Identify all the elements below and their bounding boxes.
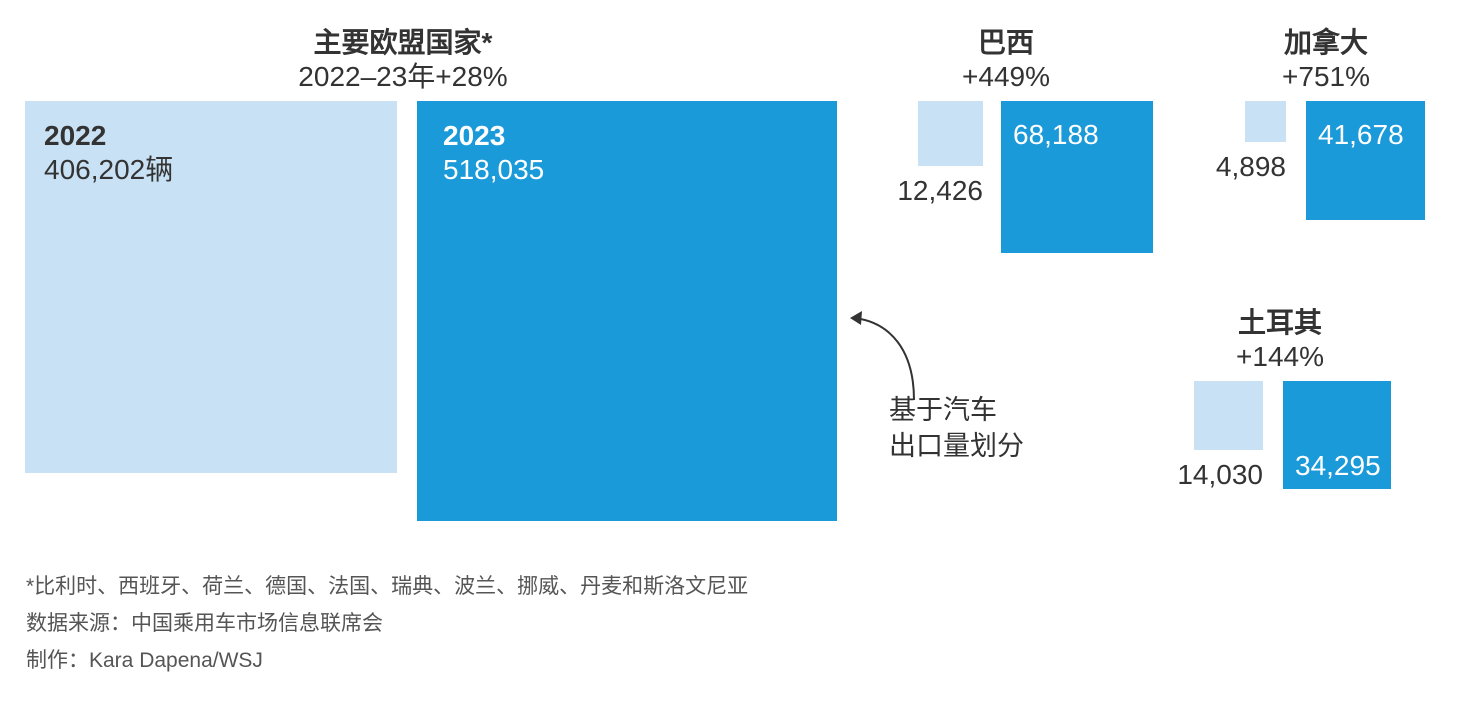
square-2023 bbox=[417, 101, 837, 521]
group-header: 加拿大 +751% bbox=[1126, 26, 1474, 94]
group-change: 2022–23年+28% bbox=[298, 61, 508, 92]
group-change: +751% bbox=[1282, 61, 1370, 92]
credit: 制作：Kara Dapena/WSJ bbox=[26, 649, 263, 672]
value-label-2022: 4,898 bbox=[1215, 151, 1286, 182]
group-header: 土耳其 +144% bbox=[1080, 306, 1474, 374]
value-label-2023: 34,295 bbox=[1295, 450, 1381, 481]
group-name: 主要欧盟国家* bbox=[313, 27, 493, 58]
value-label-2023: 68,188 bbox=[1013, 119, 1099, 150]
value-label-2022: 12,426 bbox=[897, 175, 983, 206]
source: 数据来源：中国乘用车市场信息联席会 bbox=[26, 612, 383, 635]
group-change: +144% bbox=[1236, 341, 1324, 372]
group-name: 加拿大 bbox=[1283, 27, 1368, 58]
group-change: +449% bbox=[962, 61, 1050, 92]
square-2022 bbox=[25, 101, 397, 473]
group-name: 巴西 bbox=[977, 27, 1034, 58]
year-label-2023: 2023 bbox=[443, 120, 506, 151]
square-2023 bbox=[1283, 381, 1391, 489]
footnote: *比利时、西班牙、荷兰、德国、法国、瑞典、波兰、挪威、丹麦和斯洛文尼亚 bbox=[26, 575, 749, 598]
group-name: 土耳其 bbox=[1237, 307, 1322, 338]
square-2022 bbox=[1194, 381, 1263, 450]
value-label-2023: 518,035 bbox=[443, 154, 545, 185]
square-2022 bbox=[918, 101, 983, 166]
annotation-line: 基于汽车 bbox=[889, 395, 997, 425]
annotation-line: 出口量划分 bbox=[889, 431, 1024, 461]
value-label-2022: 14,030 bbox=[1177, 459, 1263, 490]
group-header: 主要欧盟国家* 2022–23年+28% bbox=[203, 26, 603, 94]
annotation: 基于汽车 出口量划分 bbox=[889, 392, 1024, 464]
value-label-2022: 406,202辆 bbox=[44, 154, 174, 185]
square-2023 bbox=[1306, 101, 1425, 220]
group-header: 巴西 +449% bbox=[806, 26, 1206, 94]
value-label-2023: 41,678 bbox=[1318, 119, 1404, 150]
square-2023 bbox=[1001, 101, 1153, 253]
square-2022 bbox=[1245, 101, 1286, 142]
year-label-2022: 2022 bbox=[44, 120, 107, 151]
